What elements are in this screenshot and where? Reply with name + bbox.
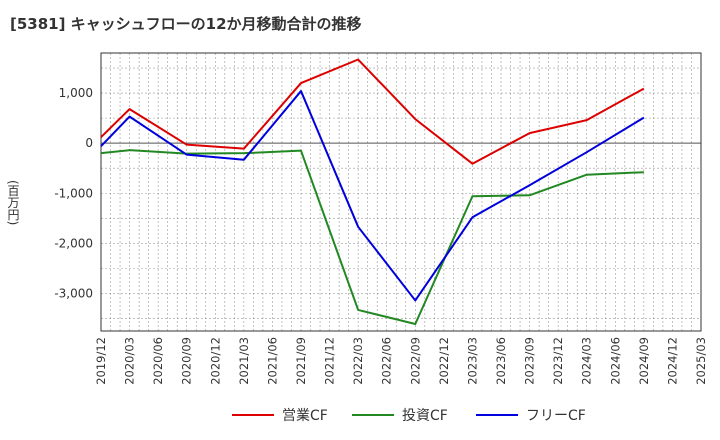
x-tick-label: 2022/12 <box>437 337 451 385</box>
x-tick-label: 2021/06 <box>265 337 279 385</box>
legend-label-free-cf: フリーCF <box>526 408 586 424</box>
y-tick-label: -1,000 <box>54 186 93 200</box>
legend-swatch-free-cf <box>476 414 518 416</box>
series-line-1 <box>100 149 644 325</box>
y-tick-label: -3,000 <box>54 286 93 300</box>
x-tick-label: 2020/09 <box>180 337 194 385</box>
x-tick-label: 2025/03 <box>694 337 708 385</box>
x-tick-label: 2022/03 <box>351 337 365 385</box>
series-line-0 <box>100 58 645 165</box>
x-tick-label: 2023/06 <box>494 337 508 385</box>
legend-item-investing-cf[interactable]: 投資CF <box>352 403 448 427</box>
x-tick-label: 2024/03 <box>580 337 594 385</box>
legend: 営業CF 投資CF フリーCF <box>0 403 720 427</box>
x-tick-label: 2023/03 <box>465 337 479 385</box>
y-tick-label: 1,000 <box>59 86 93 100</box>
x-tick-label: 2019/12 <box>94 337 108 385</box>
x-tick-label: 2021/12 <box>323 337 337 385</box>
legend-label-investing-cf: 投資CF <box>402 408 448 424</box>
legend-label-operating-cf: 営業CF <box>282 408 328 424</box>
y-tick-labels: 1,000 0 -1,000 -2,000 -3,000 <box>54 86 93 300</box>
legend-swatch-investing-cf <box>352 414 394 416</box>
x-tick-label: 2021/03 <box>237 337 251 385</box>
x-tick-label: 2020/03 <box>123 337 137 385</box>
x-tick-label: 2020/12 <box>208 337 222 385</box>
x-tick-label: 2022/06 <box>380 337 394 385</box>
x-tick-labels: 2019/12 2020/03 2020/06 2020/09 2020/12 2021/… <box>94 337 708 385</box>
legend-swatch-operating-cf <box>232 414 274 416</box>
y-tick-label: 0 <box>85 136 93 150</box>
x-tick-label: 2021/09 <box>294 337 308 385</box>
x-tick-label: 2022/09 <box>408 337 422 385</box>
legend-item-free-cf[interactable]: フリーCF <box>476 403 586 427</box>
x-tick-label: 2024/12 <box>665 337 679 385</box>
x-tick-label: 2024/09 <box>637 337 651 385</box>
legend-item-operating-cf[interactable]: 営業CF <box>232 403 328 427</box>
plot-frame <box>100 52 702 332</box>
x-tick-label: 2020/06 <box>151 337 165 385</box>
series-line-2 <box>100 90 645 302</box>
chart-title: [5381] キャッシュフローの12か月移動合計の推移 <box>10 15 362 33</box>
vertical-gridlines <box>110 53 692 331</box>
series-lines <box>100 58 645 325</box>
x-tick-label: 2024/06 <box>608 337 622 385</box>
y-axis-label: (百万円) <box>6 180 20 226</box>
x-tick-label: 2023/12 <box>551 337 565 385</box>
x-tick-label: 2023/09 <box>523 337 537 385</box>
y-tick-label: -2,000 <box>54 236 93 250</box>
